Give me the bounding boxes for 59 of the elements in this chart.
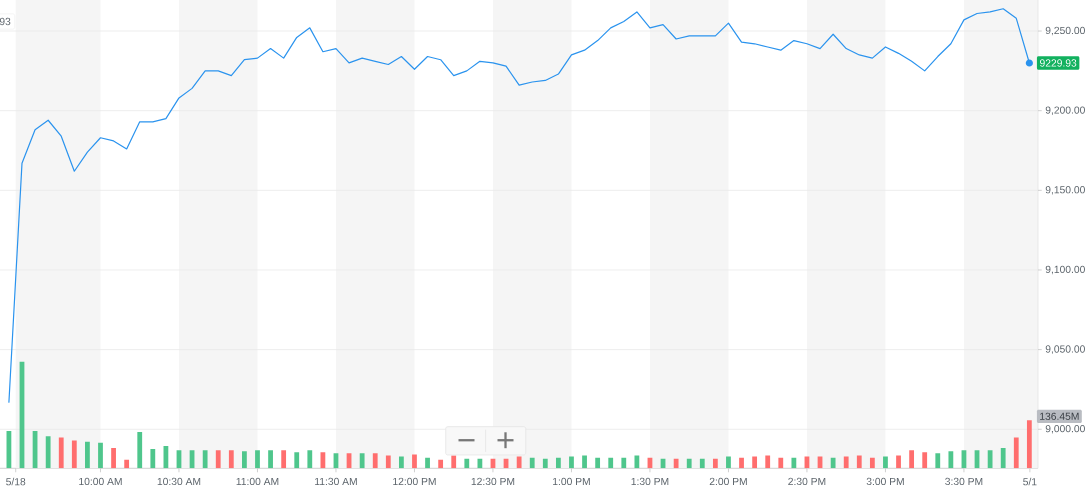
bar (516, 456, 522, 469)
x-tick-label: 2:00 PM (709, 477, 747, 486)
y-tick-label: 9,150.00 (1045, 186, 1085, 195)
bar (385, 455, 391, 469)
bar (359, 453, 365, 469)
bar (739, 457, 744, 469)
bar (372, 453, 378, 469)
x-tick-label: 11:30 AM (315, 477, 357, 486)
bar (569, 456, 574, 469)
bar (856, 455, 862, 469)
bar (948, 451, 954, 469)
x-tick-label: 1:00 PM (553, 477, 590, 486)
bar (228, 450, 234, 469)
x-tick-label: 10:00 AM (79, 477, 122, 486)
annotation: 93 (0, 17, 11, 26)
y-tick-label: 9,250.00 (1045, 26, 1085, 36)
y-tick-label: 9,200.00 (1045, 106, 1085, 115)
x-tick-label: 5/18 (6, 477, 26, 486)
bar (922, 452, 928, 469)
bar (883, 456, 888, 469)
bar (726, 456, 731, 469)
bar (673, 458, 679, 469)
annotation: 9229.93 (1040, 59, 1077, 67)
bar (778, 457, 784, 469)
bar (712, 458, 718, 469)
bar (843, 456, 849, 469)
x-tick-label: 3:30 PM (945, 477, 983, 486)
bar (58, 437, 64, 469)
bar (699, 458, 705, 469)
x-tick-label: 5/1 (1023, 477, 1037, 486)
y-tick-label: 9,050.00 (1045, 345, 1085, 354)
y-tick-label: 9,000.00 (1045, 425, 1085, 434)
bar (555, 457, 561, 469)
x-tick-label: 12:00 PM (393, 477, 436, 486)
x-tick-label: 1:30 PM (631, 477, 669, 486)
bar (398, 456, 404, 469)
bar (71, 440, 77, 469)
bar (830, 457, 836, 469)
bar (791, 457, 797, 469)
bar (765, 455, 771, 469)
bar (529, 457, 535, 469)
bar (242, 451, 247, 469)
bar (869, 457, 875, 469)
bar (45, 436, 51, 469)
bar (542, 458, 548, 469)
x-tick-label: 2:30 PM (788, 477, 826, 486)
y-tick-label: 9,100.00 (1045, 265, 1085, 275)
bar (202, 450, 208, 469)
bar (896, 455, 901, 469)
x-tick-label: 3:00 PM (866, 477, 904, 486)
bar (752, 456, 758, 469)
bar (935, 453, 941, 469)
bar (909, 450, 915, 469)
text: 136.45M (1040, 412, 1079, 420)
bar (686, 458, 692, 469)
x-tick-label: 11:00 AM (236, 477, 279, 486)
x-tick-label: 10:30 AM (157, 477, 201, 486)
bar (215, 450, 221, 469)
x-tick-label: 12:30 PM (471, 477, 515, 486)
